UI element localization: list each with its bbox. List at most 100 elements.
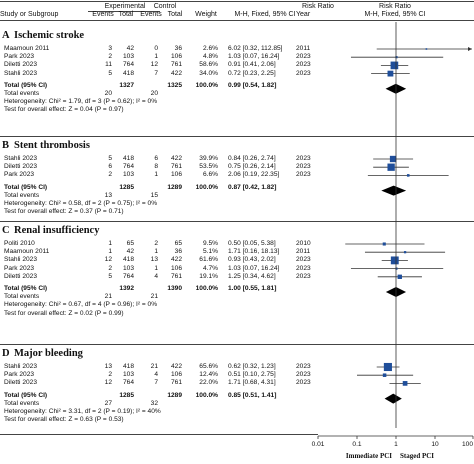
study-exp-events: 5 [108,155,112,162]
x-tick-label: 10 [431,441,439,448]
study-exp-events: 2 [108,53,112,61]
section-divider [0,221,474,222]
study-year: 2023 [296,264,311,272]
total-ctl-total: 1325 [167,81,182,89]
study-ctl-events: 4 [154,371,158,379]
x-tick-label: 0.1 [352,441,362,448]
study-rr-ci: 0.50 [0.05, 5.38] [228,240,276,247]
study-point-marker [402,381,408,386]
study-year: 2023 [296,155,311,162]
study-weight: 4.7% [202,264,218,272]
study-year: 2023 [296,61,311,69]
study-year: 2011 [296,248,311,256]
header-experimental: Experimental [104,3,146,10]
study-name: Park 2023 [4,53,35,61]
study-ctl-events: 4 [154,272,158,280]
total-ctl-total: 1289 [167,391,182,399]
study-ctl-events: 13 [150,256,158,264]
top-rule [0,1,474,2]
header-experimental-rule [88,11,160,12]
total-exp-events: 13 [104,191,112,199]
study-ctl-total: 761 [170,272,182,280]
study-exp-events: 6 [108,163,112,171]
study-exp-total: 418 [122,69,134,77]
study-ctl-events: 1 [154,248,158,256]
study-rr-ci: 0.62 [0.32, 1.23] [228,363,276,370]
header-control: Control [153,3,177,10]
section-letter-b: B [2,140,10,151]
total-row-label: Total (95% CI) [4,391,48,399]
study-weight: 2.6% [202,45,218,52]
total-weight: 100.0% [195,285,218,292]
study-rr-ci: 0.91 [0.41, 2.06] [228,61,276,69]
study-name: Park 2023 [4,371,35,379]
total-weight: 100.0% [195,391,218,399]
study-name: Stahli 2023 [4,155,37,162]
study-rr-ci: 1.25 [0.34, 4.62] [228,272,276,280]
study-exp-total: 764 [122,272,134,280]
study-ctl-events: 1 [154,264,158,272]
study-rr-ci: 0.72 [0.23, 2.25] [228,69,276,77]
header-plot-title: Risk Ratio [379,3,411,10]
bottom-rule [0,434,318,435]
header-ctl-total: Total [167,11,183,18]
study-ctl-total: 36 [174,45,182,52]
study-exp-events: 12 [104,379,112,387]
study-exp-events: 13 [104,363,112,370]
study-year: 2023 [296,371,311,379]
study-name: Diletti 2023 [4,272,37,280]
study-ctl-total: 65 [174,240,182,247]
section-letter-a: A [2,30,10,41]
study-name: Diletti 2023 [4,61,37,69]
study-exp-events: 3 [108,45,112,52]
study-ctl-events: 2 [154,240,158,247]
study-name: Park 2023 [4,171,35,179]
study-name: Politi 2010 [4,240,35,247]
study-weight: 58.6% [199,61,218,69]
study-year: 2023 [296,69,311,77]
study-exp-events: 5 [108,272,112,280]
total-rr-ci: 0.87 [0.42, 1.82] [228,183,277,191]
section-letter-c: C [2,225,10,236]
header-rr-title: Risk Ratio [302,3,334,10]
study-ctl-events: 21 [150,363,158,370]
study-exp-total: 103 [122,371,134,379]
header-ctl-events: Events [140,11,162,18]
x-label-left: Immediate PCI [345,452,392,460]
study-point-marker [383,362,392,372]
study-rr-ci: 0.84 [0.26, 2.74] [228,155,276,162]
study-rr-ci: 1.03 [0.07, 16.24] [228,264,280,272]
total-weight: 100.0% [195,81,218,89]
study-point-marker [389,155,397,163]
study-ctl-total: 36 [174,248,182,256]
total-exp-events: 27 [104,399,112,407]
total-events-label: Total events [4,90,40,97]
study-rr-ci: 2.06 [0.19, 22.35] [228,171,280,179]
study-ctl-events: 1 [154,53,158,61]
header-rule [0,20,474,21]
study-point-marker [406,174,410,177]
header-weight: Weight [195,11,217,18]
total-ctl-events: 20 [150,90,158,97]
study-year: 2023 [296,171,311,179]
study-rr-ci: 1.71 [0.68, 4.31] [228,379,276,387]
study-exp-events: 1 [108,240,112,247]
study-weight: 22.0% [199,379,218,387]
study-rr-ci: 6.02 [0.32, 112.85] [228,45,283,52]
study-weight: 65.6% [199,363,218,370]
study-point-marker [390,61,399,70]
study-ctl-total: 106 [170,264,182,272]
study-year: 2023 [296,256,311,264]
study-point-marker [390,256,399,265]
study-name: Park 2023 [4,264,35,272]
study-exp-total: 764 [122,379,134,387]
total-ctl-events: 21 [150,293,158,301]
study-ctl-total: 422 [170,155,182,162]
study-ctl-events: 0 [154,45,158,52]
study-weight: 6.6% [202,171,218,179]
study-weight: 5.1% [202,248,218,256]
header-year: Year [296,11,311,18]
header-exp-total: Total [118,11,134,18]
